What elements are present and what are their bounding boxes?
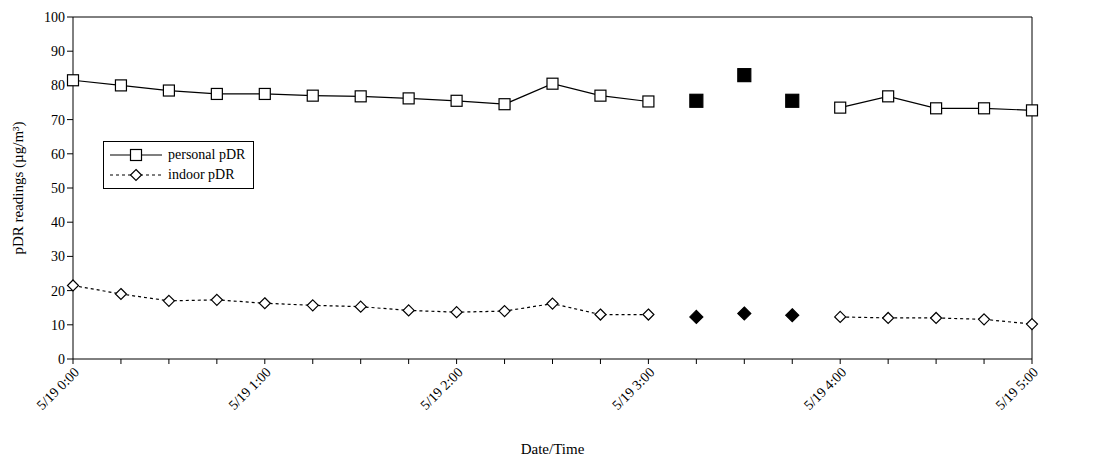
svg-text:40: 40 — [51, 215, 65, 230]
svg-text:5/19 3:00: 5/19 3:00 — [609, 365, 657, 413]
svg-text:Date/Time: Date/Time — [521, 441, 585, 457]
svg-text:90: 90 — [51, 44, 65, 59]
svg-text:70: 70 — [51, 113, 65, 128]
svg-text:5/19 1:00: 5/19 1:00 — [226, 365, 274, 413]
svg-text:5/19 4:00: 5/19 4:00 — [801, 365, 849, 413]
html-text:personal pDR: personal pDR — [168, 147, 246, 162]
svg-text:60: 60 — [51, 147, 65, 162]
svg-text:5/19 0:00: 5/19 0:00 — [34, 365, 82, 413]
svg-text:100: 100 — [44, 10, 65, 25]
svg-text:5/19 2:00: 5/19 2:00 — [417, 365, 465, 413]
svg-text:0: 0 — [58, 352, 65, 367]
svg-text:30: 30 — [51, 249, 65, 264]
svg-text:20: 20 — [51, 284, 65, 299]
svg-text:80: 80 — [51, 78, 65, 93]
svg-text:50: 50 — [51, 181, 65, 196]
svg-text:5/19 5:00: 5/19 5:00 — [993, 365, 1041, 413]
html-text:indoor pDR: indoor pDR — [168, 167, 235, 182]
svg-text:pDR readings (µg/m³): pDR readings (µg/m³) — [10, 121, 27, 254]
svg-text:10: 10 — [51, 318, 65, 333]
